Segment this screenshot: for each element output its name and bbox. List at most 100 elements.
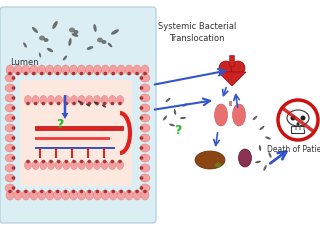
Circle shape xyxy=(12,186,15,190)
Ellipse shape xyxy=(46,65,54,75)
Polygon shape xyxy=(218,72,246,86)
Ellipse shape xyxy=(93,161,100,169)
Circle shape xyxy=(118,102,122,105)
Circle shape xyxy=(103,160,107,163)
Ellipse shape xyxy=(14,190,22,200)
Circle shape xyxy=(140,126,143,130)
Ellipse shape xyxy=(32,27,38,33)
Ellipse shape xyxy=(214,104,228,126)
Ellipse shape xyxy=(78,161,85,169)
Ellipse shape xyxy=(6,190,14,200)
Ellipse shape xyxy=(32,96,39,104)
Ellipse shape xyxy=(47,96,54,104)
Ellipse shape xyxy=(40,161,47,169)
Ellipse shape xyxy=(69,190,77,200)
Text: Lumen: Lumen xyxy=(10,58,39,67)
Ellipse shape xyxy=(63,161,70,169)
Circle shape xyxy=(48,190,52,193)
Ellipse shape xyxy=(14,65,22,75)
Ellipse shape xyxy=(195,151,225,169)
FancyArrow shape xyxy=(39,148,41,158)
Ellipse shape xyxy=(5,84,15,92)
Ellipse shape xyxy=(140,154,150,162)
Ellipse shape xyxy=(125,65,133,75)
Ellipse shape xyxy=(259,145,261,151)
Circle shape xyxy=(56,72,60,75)
Ellipse shape xyxy=(38,65,46,75)
Circle shape xyxy=(56,190,60,193)
Ellipse shape xyxy=(111,29,119,35)
Ellipse shape xyxy=(5,174,15,182)
Text: ?: ? xyxy=(56,119,64,132)
Ellipse shape xyxy=(86,161,93,169)
Circle shape xyxy=(118,160,122,163)
Circle shape xyxy=(49,160,53,163)
Circle shape xyxy=(140,106,143,110)
Ellipse shape xyxy=(93,96,100,104)
Ellipse shape xyxy=(54,190,62,200)
Circle shape xyxy=(140,86,143,90)
Circle shape xyxy=(12,86,15,90)
Ellipse shape xyxy=(125,190,133,200)
Circle shape xyxy=(95,160,99,163)
Circle shape xyxy=(96,72,99,75)
Ellipse shape xyxy=(109,161,116,169)
Ellipse shape xyxy=(260,126,264,130)
Ellipse shape xyxy=(52,21,58,29)
Ellipse shape xyxy=(253,116,257,120)
Ellipse shape xyxy=(109,96,116,104)
Circle shape xyxy=(140,166,143,170)
Circle shape xyxy=(88,160,91,163)
FancyBboxPatch shape xyxy=(20,80,132,186)
Ellipse shape xyxy=(174,109,176,115)
Circle shape xyxy=(103,72,107,75)
Circle shape xyxy=(57,160,60,163)
Circle shape xyxy=(12,176,15,180)
Circle shape xyxy=(16,190,20,193)
Circle shape xyxy=(110,102,114,105)
FancyBboxPatch shape xyxy=(229,55,235,66)
Circle shape xyxy=(32,190,36,193)
Circle shape xyxy=(111,190,115,193)
Ellipse shape xyxy=(55,161,62,169)
Ellipse shape xyxy=(63,96,70,104)
Ellipse shape xyxy=(140,94,150,102)
Circle shape xyxy=(119,190,123,193)
Ellipse shape xyxy=(78,96,85,104)
Ellipse shape xyxy=(68,38,72,46)
Ellipse shape xyxy=(63,56,67,60)
Ellipse shape xyxy=(70,161,77,169)
Bar xyxy=(295,127,297,130)
Ellipse shape xyxy=(55,96,62,104)
Ellipse shape xyxy=(169,124,175,126)
FancyArrow shape xyxy=(35,137,110,139)
Text: Death of Patient: Death of Patient xyxy=(267,145,320,154)
Circle shape xyxy=(119,72,123,75)
Circle shape xyxy=(95,102,99,105)
Ellipse shape xyxy=(25,161,31,169)
Ellipse shape xyxy=(140,164,150,172)
Ellipse shape xyxy=(97,37,103,42)
Ellipse shape xyxy=(61,190,69,200)
FancyArrow shape xyxy=(55,148,57,158)
Ellipse shape xyxy=(25,96,31,104)
Ellipse shape xyxy=(5,104,15,112)
Circle shape xyxy=(140,136,143,140)
Ellipse shape xyxy=(93,24,97,32)
Circle shape xyxy=(88,72,91,75)
Ellipse shape xyxy=(30,65,38,75)
Ellipse shape xyxy=(101,40,107,44)
Ellipse shape xyxy=(140,134,150,142)
Ellipse shape xyxy=(38,190,46,200)
Ellipse shape xyxy=(5,144,15,152)
Circle shape xyxy=(140,96,143,100)
Ellipse shape xyxy=(116,96,124,104)
Circle shape xyxy=(80,102,84,105)
Ellipse shape xyxy=(5,74,15,82)
Circle shape xyxy=(143,190,147,193)
Ellipse shape xyxy=(219,61,233,75)
Ellipse shape xyxy=(74,30,78,34)
Ellipse shape xyxy=(233,104,245,126)
Ellipse shape xyxy=(291,115,295,120)
Circle shape xyxy=(12,126,15,130)
